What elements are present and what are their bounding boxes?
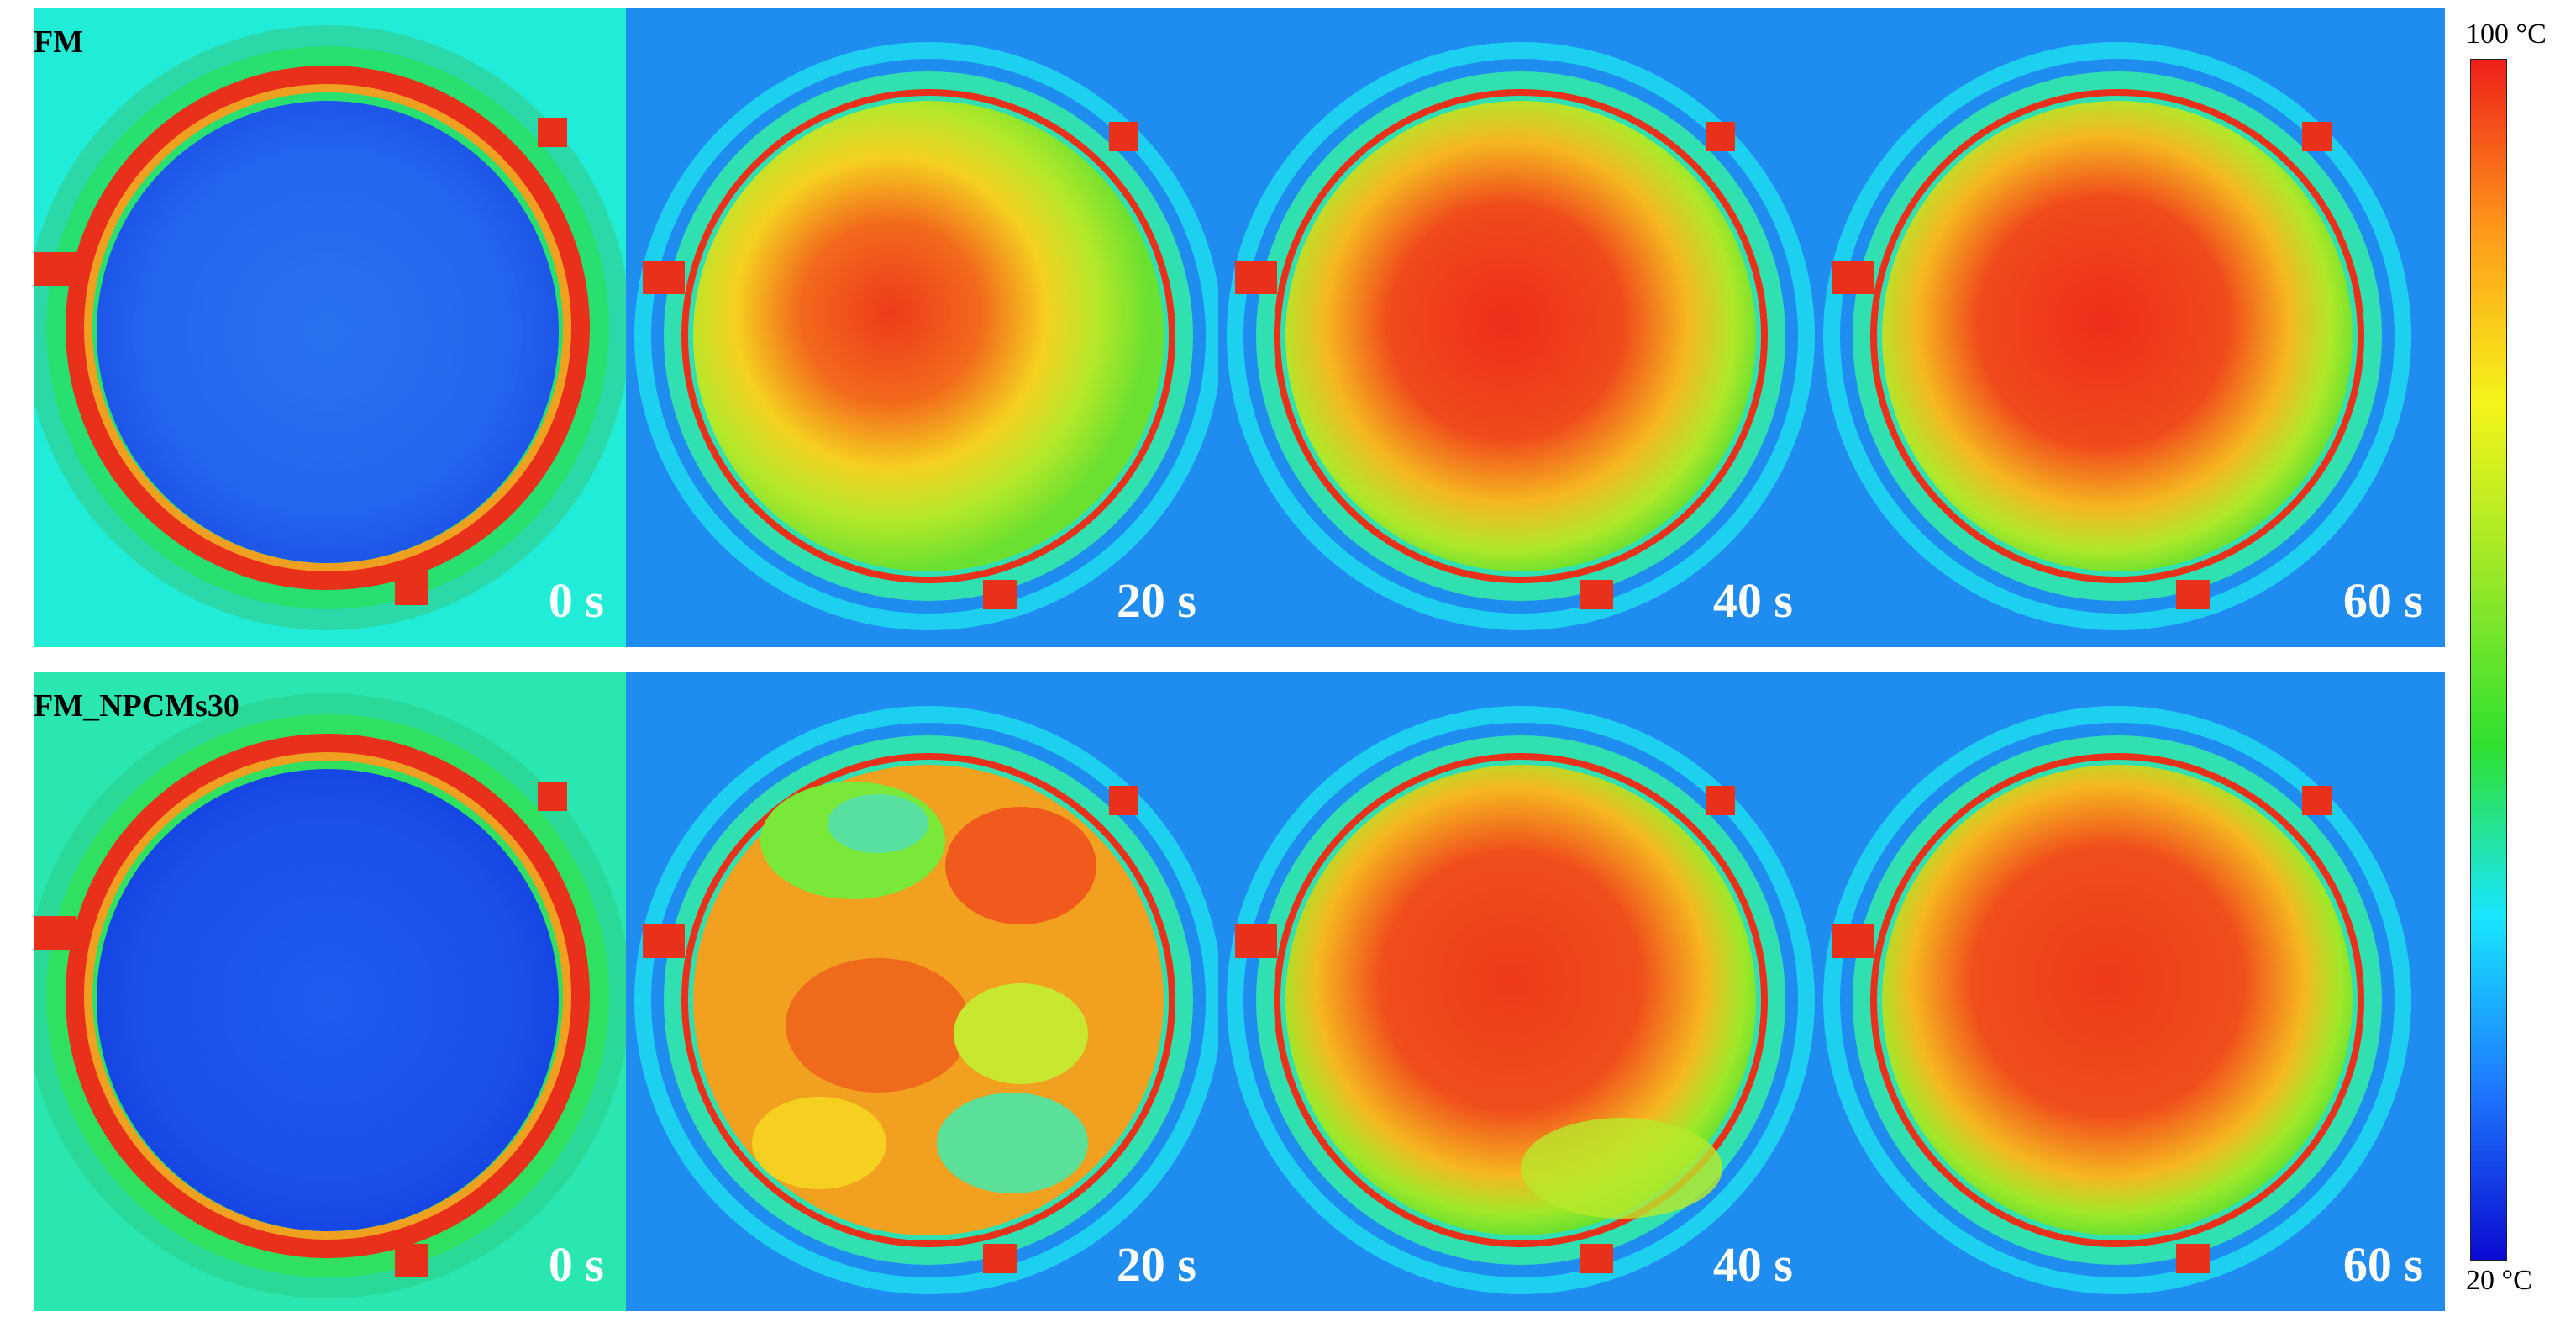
thermal-panel-fm-60s: 60 s bbox=[1815, 8, 2445, 647]
time-label: 0 s bbox=[548, 1237, 604, 1292]
thermal-image-hot bbox=[1815, 672, 2445, 1311]
thermal-panel-fm-20s: 20 s bbox=[626, 8, 1218, 647]
thermal-panel-npcm-40s: 40 s bbox=[1218, 672, 1815, 1311]
thermal-panel-npcm-60s: 60 s bbox=[1815, 672, 2445, 1311]
row-label-fm: FM bbox=[34, 24, 84, 60]
thermal-image-hot bbox=[1218, 672, 1815, 1311]
time-label: 40 s bbox=[1712, 573, 1793, 628]
time-label: 20 s bbox=[1116, 1237, 1196, 1292]
time-label: 20 s bbox=[1116, 573, 1196, 628]
thermal-image-cold bbox=[34, 672, 626, 1311]
thermal-image-hot bbox=[1815, 8, 2445, 647]
thermal-image-hot bbox=[1218, 8, 1815, 647]
thermal-panel-npcm-0s: 0 s bbox=[34, 672, 626, 1311]
row-label-fm-npcms30: FM_NPCMs30 bbox=[34, 688, 239, 724]
thermal-image-cold bbox=[34, 8, 626, 647]
colorbar-gradient bbox=[2470, 59, 2507, 1261]
thermal-panel-fm-40s: 40 s bbox=[1218, 8, 1815, 647]
temperature-colorbar bbox=[2470, 59, 2507, 1261]
time-label: 60 s bbox=[2342, 1237, 2423, 1292]
time-label: 40 s bbox=[1712, 1237, 1793, 1292]
time-label: 60 s bbox=[2342, 573, 2423, 628]
thermal-panel-npcm-20s: 20 s bbox=[626, 672, 1218, 1311]
time-label: 0 s bbox=[548, 573, 604, 628]
colorbar-min-label: 20 °C bbox=[2466, 1265, 2532, 1296]
colorbar-max-label: 100 °C bbox=[2466, 18, 2547, 50]
thermal-image-patchy bbox=[626, 672, 1218, 1311]
thermal-panel-fm-0s: 0 s bbox=[34, 8, 626, 647]
thermal-image-warming bbox=[626, 8, 1218, 647]
